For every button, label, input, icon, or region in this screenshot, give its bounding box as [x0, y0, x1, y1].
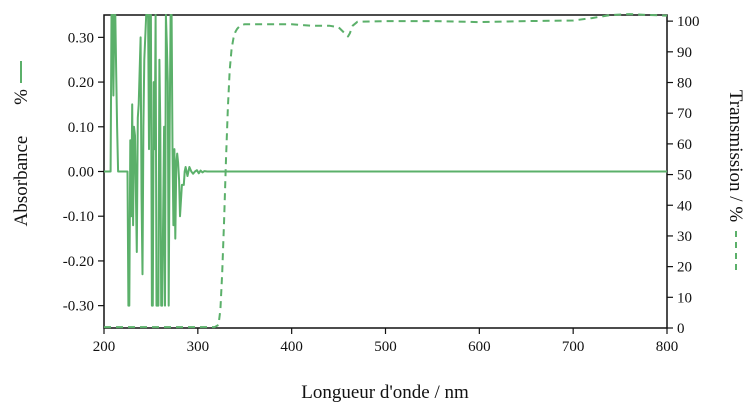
- x-tick-label: 300: [187, 339, 210, 355]
- x-tick-label: 200: [93, 339, 116, 355]
- left-y-tick-label: 0.30: [68, 30, 94, 46]
- left-y-axis-title-group: Absorbance %: [11, 61, 32, 226]
- series-layer: [104, 13, 668, 329]
- left-y-tick-label: 0.10: [68, 120, 94, 136]
- left-y-tick-label: -0.10: [63, 209, 94, 225]
- x-axis-title: Longueur d'onde / nm: [301, 382, 469, 403]
- x-tick-label: 400: [280, 339, 303, 355]
- right-y-tick-label: 50: [677, 168, 692, 184]
- right-y-tick-label: 90: [677, 45, 692, 61]
- right-y-tick-label: 20: [677, 260, 692, 276]
- left-y-tick-label: 0.00: [68, 165, 94, 181]
- right-y-tick-label: 100: [677, 14, 700, 30]
- right-y-tick-label: 60: [677, 137, 692, 153]
- right-y-tick-label: 40: [677, 198, 692, 214]
- x-tick-label: 500: [374, 339, 397, 355]
- right-y-tick-label: 0: [677, 321, 685, 337]
- right-y-axis-title: Transmission / %: [725, 90, 746, 222]
- right-y-axis-ticks: 0 10 20 30 40 50 60 70 80 90 100: [667, 14, 700, 337]
- right-y-tick-label: 30: [677, 229, 692, 245]
- x-tick-label: 600: [468, 339, 491, 355]
- left-y-tick-label: 0.20: [68, 75, 94, 91]
- left-y-tick-label: -0.20: [63, 254, 94, 270]
- transmission-series-line: [104, 13, 668, 329]
- left-y-axis-unit: %: [11, 89, 32, 105]
- right-y-tick-label: 70: [677, 106, 692, 122]
- absorbance-series-line: [104, 14, 667, 307]
- x-tick-label: 800: [656, 339, 679, 355]
- x-tick-label: 700: [562, 339, 585, 355]
- right-y-tick-label: 10: [677, 290, 692, 306]
- right-y-axis-title-group: Transmission / %: [725, 90, 746, 275]
- left-y-axis-ticks: 0.30 0.20 0.10 0.00 -0.10 -0.20 -0.30: [63, 30, 104, 315]
- left-y-tick-label: -0.30: [63, 299, 94, 315]
- left-y-axis-title: Absorbance: [11, 136, 32, 227]
- right-y-tick-label: 80: [677, 76, 692, 92]
- x-axis-ticks: 200 300 400 500 600 700 800: [93, 328, 679, 355]
